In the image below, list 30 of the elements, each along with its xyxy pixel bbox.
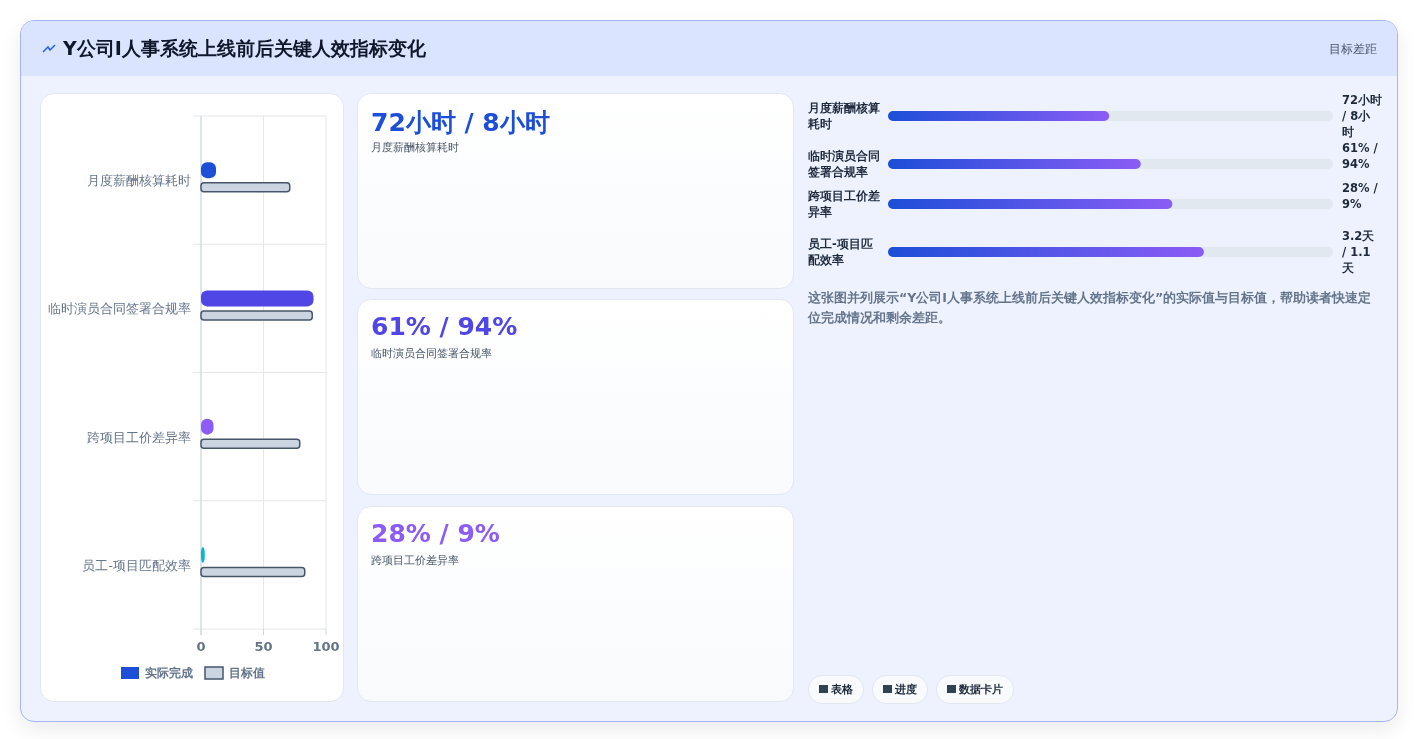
y-tick-label: 月度薪酬核算耗时	[87, 173, 191, 189]
text: 进度	[872, 675, 928, 704]
text: 28% / 9%	[1342, 180, 1379, 212]
text: 61% / 94%	[1342, 140, 1379, 172]
text: 这张图并列展示“Y公司I人事系统上线前后关键人效指标变化”的实际值与目标值，帮助读者快速定位完成情况和剩余差距。	[808, 289, 1373, 327]
text: 72小时 / 8小时	[1342, 92, 1383, 140]
text: 目标差距	[1329, 41, 1377, 58]
text: 28% / 9%	[371, 519, 500, 548]
text: 3.2天 / 1.1天	[1342, 228, 1376, 276]
x-tick-label: 0	[196, 639, 206, 654]
text: 跨项目工价差异率	[371, 553, 459, 568]
legend-label: 实际完成	[145, 666, 193, 680]
x-tick-label: 100	[312, 639, 340, 654]
text: 数据卡片	[936, 675, 1014, 704]
x-tick-label: 50	[254, 639, 273, 654]
y-tick-label: 跨项目工价差异率	[87, 429, 191, 445]
y-tick-label: 跨项目工价差异率	[808, 188, 881, 220]
text: Y公司I人事系统上线前后关键人效指标变化	[63, 36, 426, 61]
y-tick-label: 月度薪酬核算耗时	[808, 100, 881, 132]
legend-label: 目标值	[229, 666, 265, 680]
bar	[201, 290, 314, 307]
y-tick-label: 临时演员合同签署合规率	[808, 148, 881, 180]
y-tick-label: 员工-项目匹配效率	[808, 236, 874, 268]
text: 61% / 94%	[371, 312, 518, 341]
y-tick-label: 临时演员合同签署合规率	[48, 301, 191, 317]
text: 72小时 / 8小时	[371, 107, 550, 139]
text: 月度薪酬核算耗时	[371, 140, 459, 155]
text: 临时演员合同签署合规率	[371, 346, 492, 361]
text: 表格	[808, 675, 864, 704]
y-tick-label: 员工-项目匹配效率	[82, 557, 191, 573]
